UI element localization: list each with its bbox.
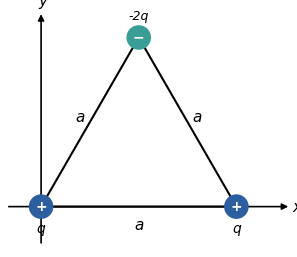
Text: q: q	[232, 222, 241, 236]
Text: x: x	[292, 200, 297, 215]
Text: +: +	[35, 200, 47, 214]
Circle shape	[29, 194, 53, 219]
Circle shape	[127, 25, 151, 50]
Text: y: y	[39, 0, 48, 9]
Text: q: q	[37, 222, 45, 236]
Text: −: −	[133, 31, 145, 44]
Text: +: +	[230, 200, 242, 214]
Text: a: a	[134, 218, 143, 233]
Circle shape	[224, 194, 249, 219]
Text: a: a	[75, 110, 85, 125]
Text: a: a	[193, 110, 202, 125]
Text: -2q: -2q	[129, 10, 149, 23]
